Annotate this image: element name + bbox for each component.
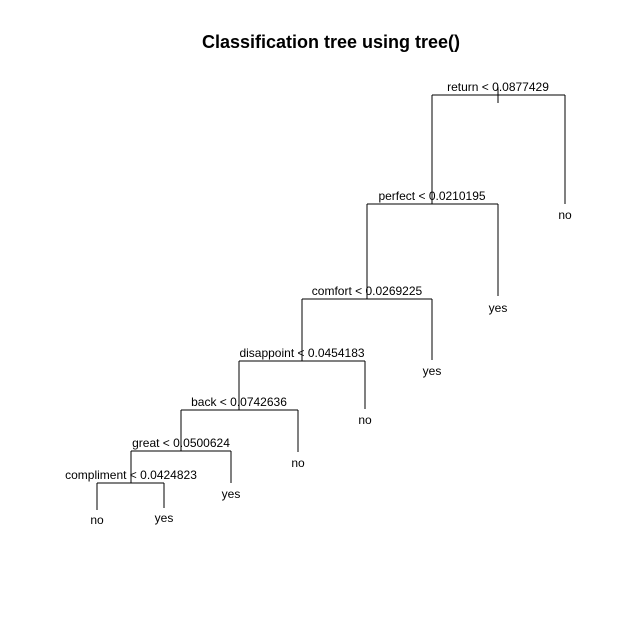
leaf-label-l4: no xyxy=(358,413,372,427)
split-label-s5: back < 0.0742636 xyxy=(191,395,287,409)
leaf-label-l2: yes xyxy=(489,301,508,315)
leaf-label-l5: no xyxy=(291,456,305,470)
split-label-s7: compliment < 0.0424823 xyxy=(65,468,197,482)
split-label-s1: return < 0.0877429 xyxy=(447,80,549,94)
leaf-label-l6: yes xyxy=(222,487,241,501)
leaf-label-l1: no xyxy=(558,208,572,222)
chart-title: Classification tree using tree() xyxy=(202,32,460,52)
leaf-label-l8: yes xyxy=(155,511,174,525)
tree-labels: return < 0.0877429 perfect < 0.0210195 com… xyxy=(65,80,572,527)
split-label-s4: disappoint < 0.0454183 xyxy=(239,346,364,360)
split-label-s3: comfort < 0.0269225 xyxy=(312,284,423,298)
leaf-label-l7: no xyxy=(90,513,104,527)
split-label-s6: great < 0.0500624 xyxy=(132,436,230,450)
leaf-label-l3: yes xyxy=(423,364,442,378)
split-label-s2: perfect < 0.0210195 xyxy=(378,189,485,203)
tree-edges xyxy=(96,87,566,510)
